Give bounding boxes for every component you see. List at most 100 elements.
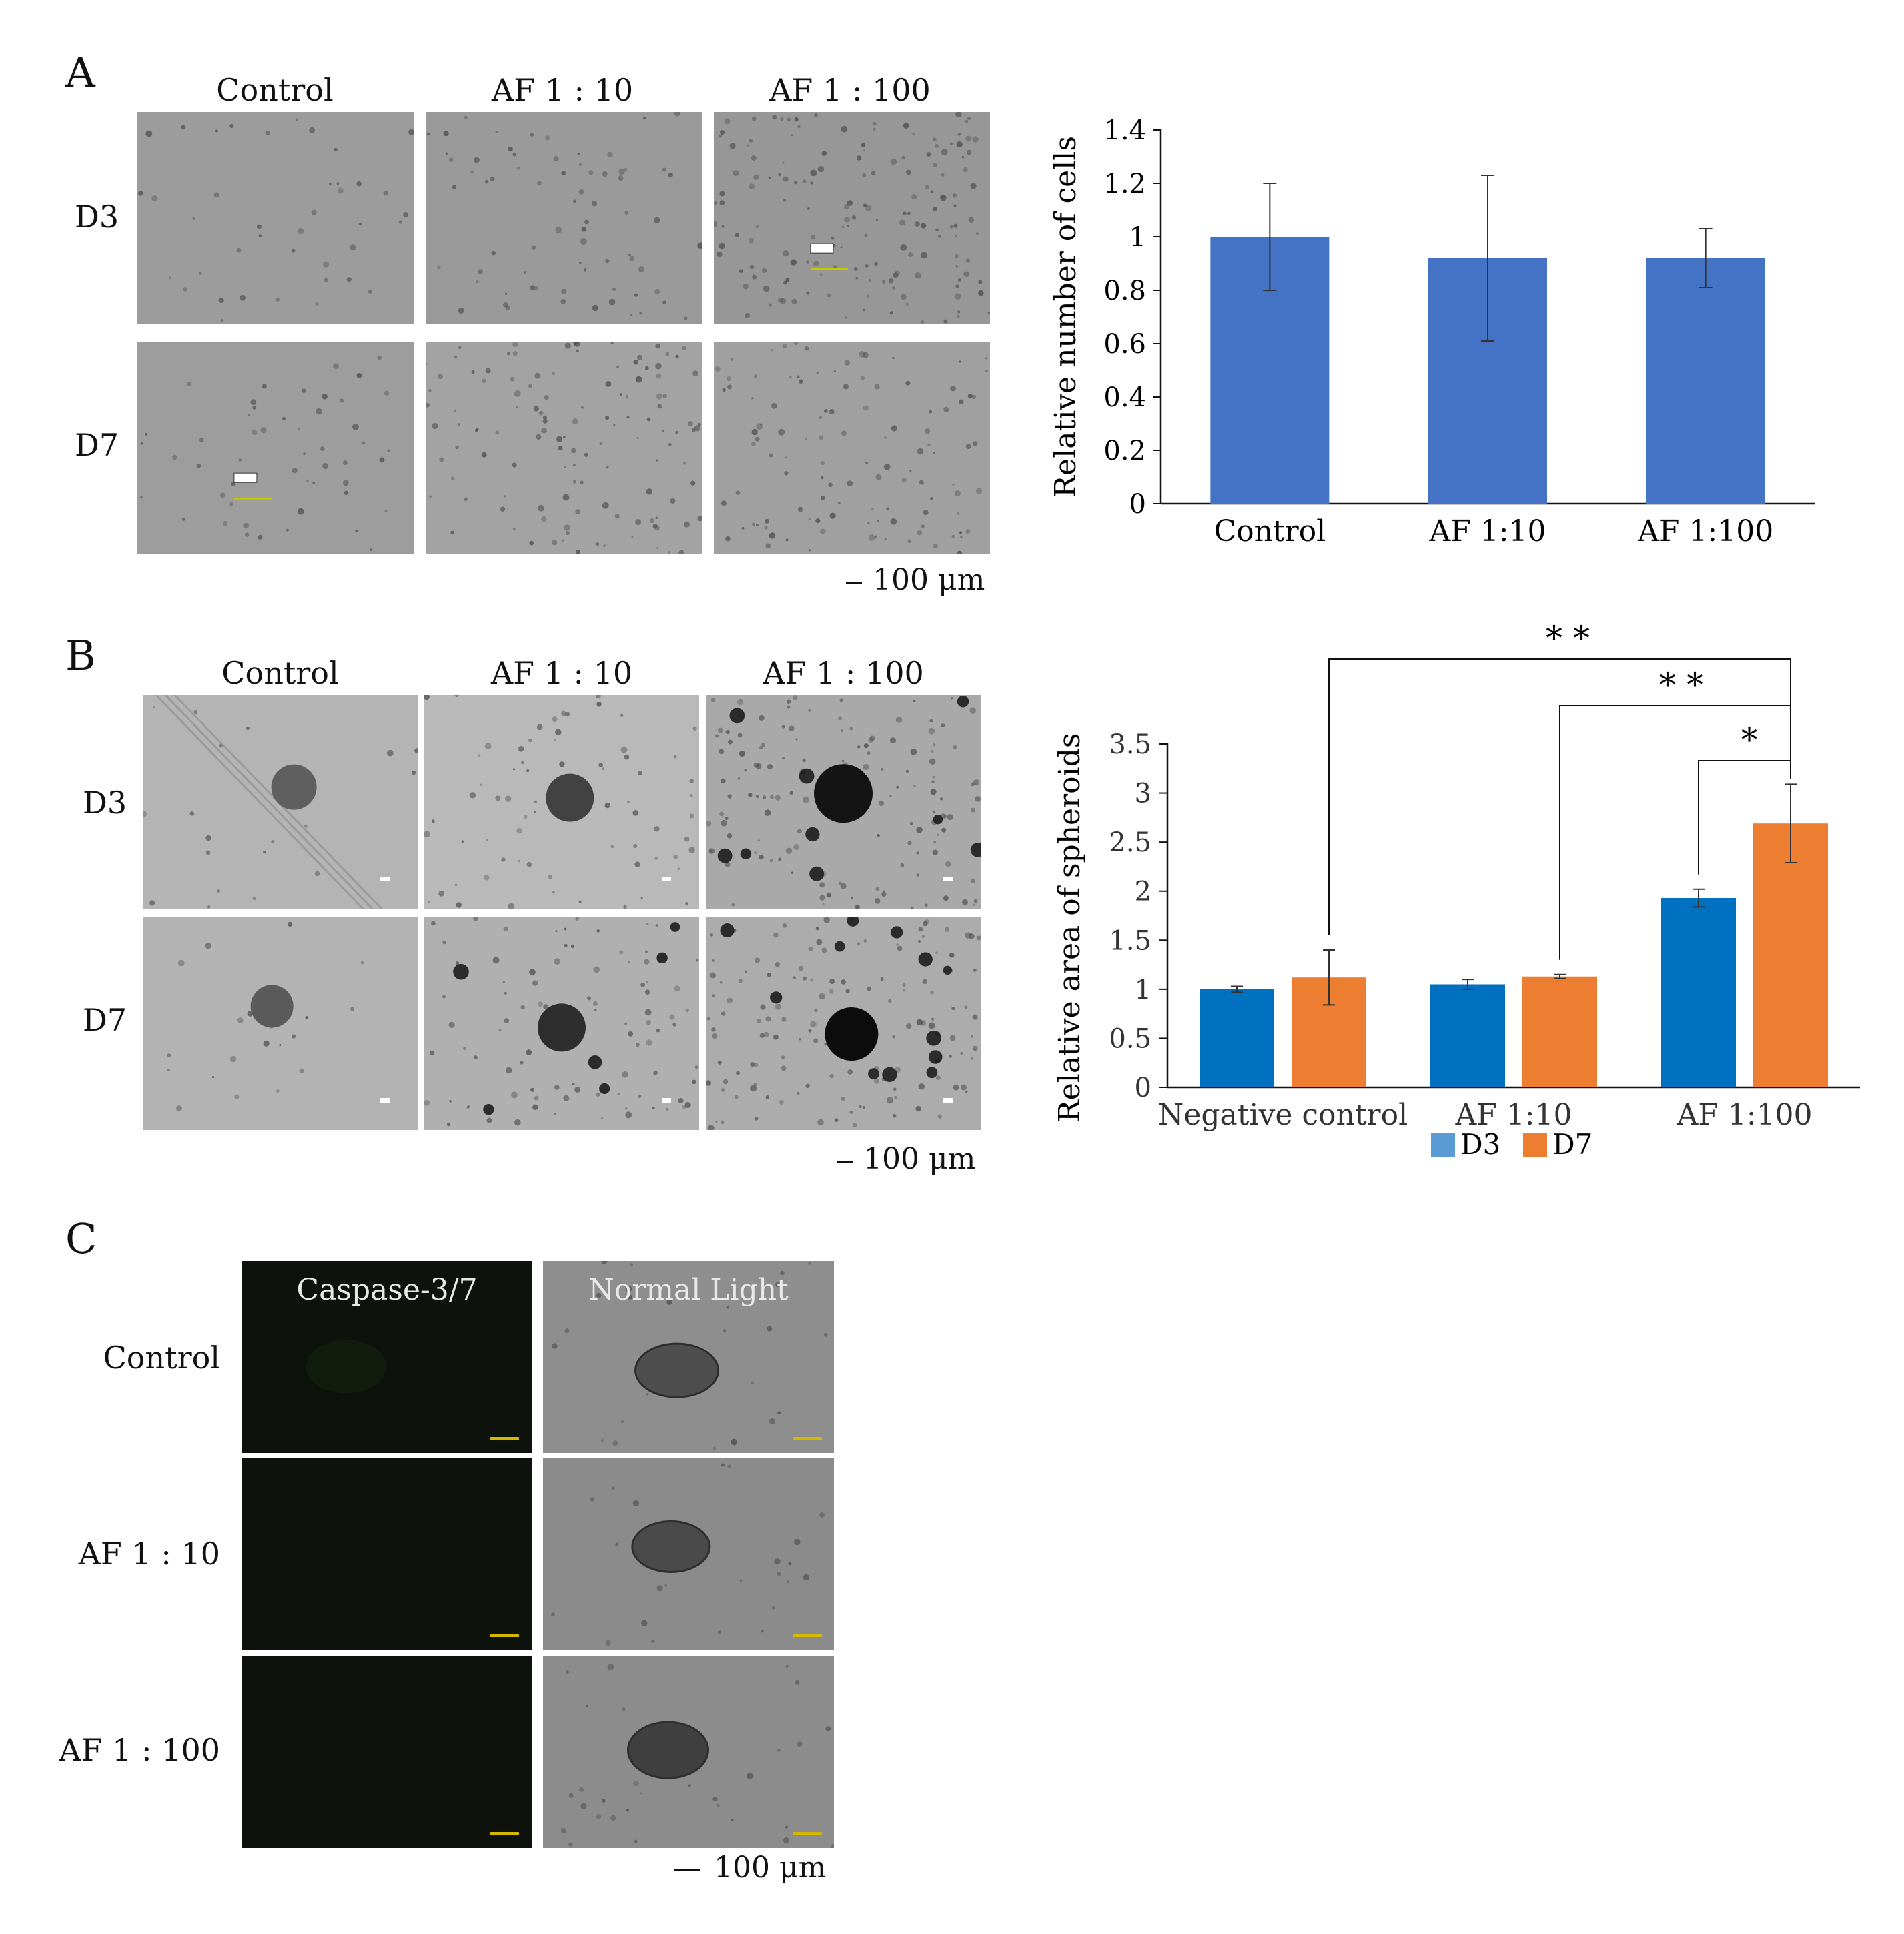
cell-debris bbox=[787, 705, 791, 709]
cell-debris bbox=[491, 250, 496, 256]
cell-debris bbox=[577, 152, 580, 155]
cell-debris bbox=[777, 297, 783, 303]
cell-debris bbox=[897, 945, 903, 951]
cell-debris bbox=[578, 900, 582, 903]
cell-debris bbox=[646, 1039, 652, 1046]
cell-debris bbox=[503, 495, 506, 498]
cell-debris bbox=[564, 943, 568, 947]
cell-debris bbox=[965, 258, 971, 263]
cell-debris bbox=[603, 544, 606, 548]
cell-debris bbox=[169, 276, 171, 279]
cell-debris bbox=[458, 307, 464, 314]
cell-debris bbox=[717, 1060, 722, 1065]
cell-debris bbox=[518, 746, 524, 752]
cell-debris bbox=[856, 155, 862, 161]
panel-c-col-label-caspase: Caspase-3/7 bbox=[296, 1273, 478, 1307]
cell-debris bbox=[928, 1022, 935, 1029]
cell-debris bbox=[895, 1067, 901, 1073]
cell-debris bbox=[913, 785, 916, 787]
cell-debris bbox=[251, 429, 258, 436]
cell-debris bbox=[928, 727, 935, 735]
cell-debris bbox=[682, 346, 686, 350]
cell-debris bbox=[943, 406, 949, 412]
cell-debris bbox=[564, 1328, 570, 1334]
y-tick-label: 1.2 bbox=[1103, 169, 1146, 199]
dark-spot bbox=[926, 1030, 941, 1046]
cell-debris bbox=[808, 708, 811, 712]
cell-debris bbox=[976, 935, 981, 941]
cell-debris bbox=[322, 394, 328, 400]
cell-debris bbox=[655, 362, 662, 370]
cell-debris bbox=[322, 462, 329, 470]
cell-debris bbox=[605, 416, 610, 420]
cell-debris bbox=[424, 1099, 430, 1106]
cell-debris bbox=[786, 699, 791, 704]
cell-debris bbox=[384, 390, 390, 396]
cell-debris bbox=[252, 406, 257, 410]
panel-a-scale-bar bbox=[846, 582, 862, 584]
cell-debris bbox=[785, 1825, 788, 1829]
cell-debris bbox=[777, 1749, 781, 1752]
cell-debris bbox=[790, 259, 797, 266]
cell-debris bbox=[775, 795, 781, 801]
cell-debris bbox=[985, 357, 988, 360]
cell-debris bbox=[783, 280, 788, 285]
cell-debris bbox=[554, 1113, 557, 1115]
cell-debris bbox=[637, 1094, 642, 1099]
cell-debris bbox=[138, 191, 143, 196]
cell-debris bbox=[932, 163, 937, 168]
dark-spot bbox=[918, 952, 933, 967]
cell-debris bbox=[753, 1083, 757, 1087]
cell-debris bbox=[473, 1055, 478, 1060]
cell-debris bbox=[735, 233, 740, 237]
dark-spot bbox=[834, 941, 845, 952]
cell-debris bbox=[565, 530, 570, 536]
cell-debris bbox=[919, 480, 924, 485]
cell-debris bbox=[866, 294, 869, 298]
cell-debris bbox=[211, 1075, 215, 1079]
cell-debris bbox=[817, 1119, 824, 1126]
cell-debris bbox=[949, 225, 953, 229]
cell-debris bbox=[580, 1803, 587, 1809]
cell-debris bbox=[339, 398, 344, 403]
cell-debris bbox=[959, 531, 963, 534]
cell-debris bbox=[829, 512, 836, 519]
significance-bracket: * * bbox=[1559, 666, 1791, 960]
scale-label-box bbox=[233, 472, 258, 483]
cell-debris bbox=[925, 903, 928, 907]
cell-debris bbox=[607, 151, 613, 158]
cell-debris bbox=[943, 319, 948, 324]
cell-debris bbox=[965, 119, 969, 123]
cell-debris bbox=[970, 878, 975, 883]
cell-debris bbox=[674, 985, 680, 992]
cell-debris bbox=[601, 1117, 604, 1120]
micrograph-background bbox=[714, 342, 990, 554]
cell-debris bbox=[815, 518, 821, 524]
cell-debris bbox=[944, 927, 950, 933]
cell-debris bbox=[794, 117, 799, 122]
cell-debris bbox=[205, 835, 211, 841]
cell-debris bbox=[739, 1579, 743, 1582]
cell-debris bbox=[758, 714, 765, 721]
cell-debris bbox=[684, 836, 690, 842]
cell-debris bbox=[829, 989, 834, 994]
cell-debris bbox=[731, 1438, 738, 1446]
cell-debris bbox=[777, 1411, 781, 1415]
cell-debris bbox=[829, 409, 835, 415]
cell-debris bbox=[315, 302, 319, 306]
cell-debris bbox=[722, 388, 726, 392]
cell-debris bbox=[265, 131, 270, 136]
cell-debris bbox=[586, 1705, 589, 1707]
cell-debris bbox=[504, 1018, 510, 1023]
cell-debris bbox=[965, 529, 971, 534]
cell-debris bbox=[684, 1102, 691, 1109]
micrograph-c-normal-af100 bbox=[543, 1656, 834, 1848]
x-tick-label: AF 1:100 bbox=[1637, 514, 1773, 548]
cell-debris bbox=[299, 1069, 304, 1074]
cell-debris bbox=[610, 1815, 616, 1821]
cell-debris bbox=[263, 1040, 270, 1047]
cell-debris bbox=[573, 464, 576, 467]
cell-debris bbox=[788, 1562, 792, 1566]
cell-debris bbox=[878, 800, 885, 807]
spheroid bbox=[538, 1003, 586, 1052]
